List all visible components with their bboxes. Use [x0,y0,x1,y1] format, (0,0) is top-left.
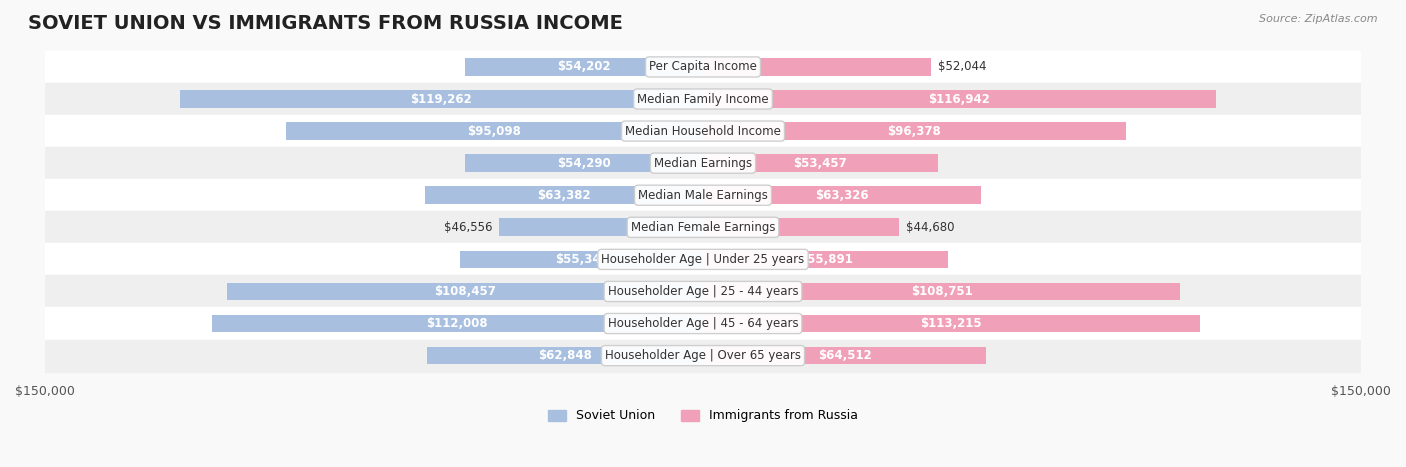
Bar [45,307,1361,340]
Bar [465,154,703,172]
Bar [45,147,1361,179]
Bar [427,347,703,364]
Bar [703,58,931,76]
Text: Householder Age | Under 25 years: Householder Age | Under 25 years [602,253,804,266]
Text: Median Earnings: Median Earnings [654,156,752,170]
Text: $112,008: $112,008 [426,317,488,330]
Text: $95,098: $95,098 [467,125,522,138]
Bar [703,219,898,236]
Bar [285,122,703,140]
Bar [703,347,986,364]
Text: Median Household Income: Median Household Income [626,125,780,138]
Text: $54,202: $54,202 [557,60,612,73]
Bar [703,122,1126,140]
Text: Householder Age | Over 65 years: Householder Age | Over 65 years [605,349,801,362]
Text: Median Female Earnings: Median Female Earnings [631,221,775,234]
Text: $113,215: $113,215 [921,317,983,330]
Text: $62,848: $62,848 [538,349,592,362]
Bar [45,211,1361,243]
Bar [499,219,703,236]
Bar [45,340,1361,372]
Bar [465,58,703,76]
Bar [228,283,703,300]
Bar [45,51,1361,83]
Text: $46,556: $46,556 [444,221,492,234]
Text: $54,290: $54,290 [557,156,610,170]
Text: $108,751: $108,751 [911,285,973,298]
Bar [425,186,703,204]
Text: $55,340: $55,340 [555,253,609,266]
Bar [703,315,1199,333]
Bar [703,154,938,172]
Text: $108,457: $108,457 [434,285,496,298]
Bar [703,251,948,268]
Text: $63,326: $63,326 [815,189,869,202]
Text: SOVIET UNION VS IMMIGRANTS FROM RUSSIA INCOME: SOVIET UNION VS IMMIGRANTS FROM RUSSIA I… [28,14,623,33]
Text: Source: ZipAtlas.com: Source: ZipAtlas.com [1260,14,1378,24]
Text: $53,457: $53,457 [793,156,848,170]
Bar [45,115,1361,147]
Bar [212,315,703,333]
Text: Householder Age | 45 - 64 years: Householder Age | 45 - 64 years [607,317,799,330]
Text: Per Capita Income: Per Capita Income [650,60,756,73]
Text: $96,378: $96,378 [887,125,941,138]
Bar [703,283,1180,300]
Legend: Soviet Union, Immigrants from Russia: Soviet Union, Immigrants from Russia [543,404,863,427]
Bar [45,243,1361,276]
Text: $63,382: $63,382 [537,189,591,202]
Text: $52,044: $52,044 [938,60,987,73]
Text: Median Male Earnings: Median Male Earnings [638,189,768,202]
Text: Median Family Income: Median Family Income [637,92,769,106]
Text: $44,680: $44,680 [905,221,955,234]
Text: $55,891: $55,891 [799,253,852,266]
Text: $64,512: $64,512 [818,349,872,362]
Bar [460,251,703,268]
Bar [180,90,703,108]
Bar [45,179,1361,211]
Text: $116,942: $116,942 [928,92,990,106]
Bar [45,276,1361,307]
Bar [703,186,981,204]
Bar [45,83,1361,115]
Text: Householder Age | 25 - 44 years: Householder Age | 25 - 44 years [607,285,799,298]
Text: $119,262: $119,262 [411,92,472,106]
Bar [703,90,1216,108]
